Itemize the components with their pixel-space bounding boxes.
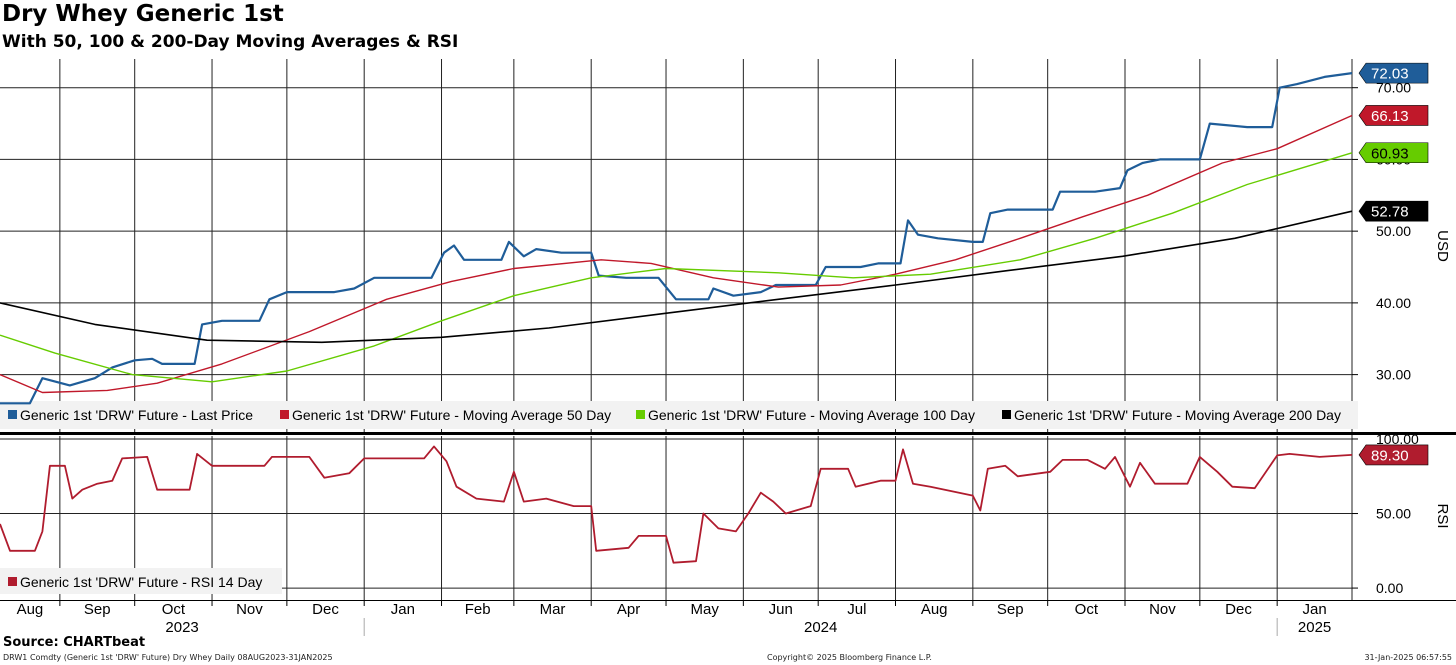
last-value-tag	[1358, 62, 1429, 84]
price-tick-label: 30.00	[1376, 367, 1411, 383]
x-month-label: Sep	[84, 601, 111, 618]
legend-label: Generic 1st 'DRW' Future - Moving Averag…	[1014, 407, 1341, 423]
legend-label: Generic 1st 'DRW' Future - Moving Averag…	[292, 407, 611, 423]
x-month-label: Jun	[769, 601, 793, 618]
price-tick-label: 50.00	[1376, 223, 1411, 239]
rsi-lines	[0, 445, 1353, 564]
price-legend-background	[0, 401, 1358, 429]
footer-timestamp: 31-Jan-2025 06:57:55	[1364, 653, 1452, 662]
x-month-label: Aug	[17, 601, 44, 618]
ma100-line	[0, 152, 1353, 383]
x-month-label: Jan	[391, 601, 415, 618]
last-value-label: 60.93	[1371, 145, 1409, 162]
rsi-tick-label: 100.00	[1376, 431, 1419, 447]
last-value-tags: 72.03 66.13 60.93 52.78 89.30	[1358, 62, 1429, 466]
last-value-label: 89.30	[1371, 447, 1409, 464]
last-value-label: 52.78	[1371, 204, 1409, 221]
rsi-tick-label: 50.00	[1376, 506, 1411, 522]
price-gridlines	[0, 59, 1352, 432]
last-value-tag	[1358, 142, 1429, 164]
x-month-label: May	[691, 601, 720, 618]
legend-swatch	[1002, 410, 1011, 419]
x-year-label: 2025	[1298, 619, 1331, 636]
x-month-label: Jul	[847, 601, 866, 618]
last-price-line	[0, 72, 1353, 405]
legend-label: Generic 1st 'DRW' Future - Moving Averag…	[648, 407, 975, 423]
legend-swatch	[8, 410, 17, 419]
x-axis: Aug Sep Oct Nov Dec Jan Feb Mar Apr May Jun Jul Aug S…	[17, 600, 1331, 636]
x-month-label: Aug	[921, 601, 948, 618]
last-value-label: 72.03	[1371, 66, 1409, 83]
price-legend: Generic 1st 'DRW' Future - Last Price Gen…	[0, 401, 1358, 429]
x-month-label: Jan	[1302, 601, 1326, 618]
ma200-line	[0, 210, 1353, 344]
x-month-label: Dec	[1225, 601, 1252, 618]
chart-subtitle: With 50, 100 & 200-Day Moving Averages &…	[2, 32, 459, 52]
last-value-tag	[1358, 200, 1429, 222]
x-year-label: 2023	[165, 619, 198, 636]
price-tick-label: 70.00	[1376, 80, 1411, 96]
chart-title: Dry Whey Generic 1st	[2, 1, 284, 27]
rsi-gridlines	[0, 436, 1352, 600]
rsi-line	[0, 445, 1353, 564]
last-value-label: 66.13	[1371, 108, 1409, 125]
ma50-line	[0, 114, 1353, 394]
rsi-legend: Generic 1st 'DRW' Future - RSI 14 Day	[0, 568, 282, 594]
last-value-tag	[1358, 444, 1429, 466]
source-label: Source: CHARTbeat	[3, 635, 146, 650]
legend-swatch	[636, 410, 645, 419]
x-month-label: Feb	[465, 601, 491, 618]
last-value-tag	[1358, 105, 1429, 126]
x-month-label: Nov	[1149, 601, 1176, 618]
price-axis-title: USD	[1434, 230, 1451, 262]
price-lines	[0, 72, 1353, 405]
rsi-axis-title: RSI	[1434, 503, 1451, 528]
legend-label: Generic 1st 'DRW' Future - Last Price	[20, 407, 253, 423]
plot-bottom-edge	[0, 600, 1456, 601]
price-tick-label: 40.00	[1376, 295, 1411, 311]
panel-separators	[0, 59, 1456, 601]
legend-label: Generic 1st 'DRW' Future - RSI 14 Day	[20, 574, 262, 590]
x-month-label: Oct	[162, 601, 186, 618]
legend-swatch	[280, 410, 289, 419]
x-month-label: Sep	[997, 601, 1024, 618]
rsi-legend-background	[0, 568, 282, 594]
x-month-label: Mar	[540, 601, 566, 618]
x-year-label: 2024	[804, 619, 837, 636]
rsi-tick-label: 0.00	[1376, 580, 1403, 596]
x-month-label: Nov	[236, 601, 263, 618]
panel-divider	[0, 432, 1456, 435]
footer-ticker-info: DRW1 Comdty (Generic 1st 'DRW' Future) D…	[3, 653, 333, 662]
footer-copyright: Copyright© 2025 Bloomberg Finance L.P.	[767, 653, 932, 662]
x-month-label: Oct	[1075, 601, 1099, 618]
x-month-label: Dec	[312, 601, 339, 618]
x-month-label: Apr	[617, 601, 640, 618]
legend-swatch	[8, 577, 17, 586]
